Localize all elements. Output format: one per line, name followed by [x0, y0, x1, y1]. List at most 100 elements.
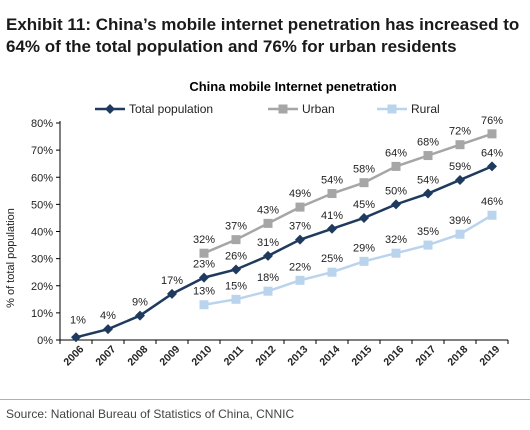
- series-marker: [263, 250, 273, 261]
- x-axis: 2006 2007 2008 2009 2010 2011 2012 2013 2014 2015…: [59, 339, 509, 368]
- data-label: 68%: [417, 137, 439, 149]
- data-label: 22%: [289, 261, 311, 273]
- series-line: [203, 132, 493, 255]
- data-label: 18%: [257, 272, 279, 284]
- y-tick-label: 40%: [31, 227, 53, 239]
- series-marker: [231, 235, 241, 245]
- data-label: 9%: [132, 297, 148, 309]
- y-axis-title: % of total population: [5, 208, 17, 308]
- series-marker: [455, 140, 465, 150]
- data-label: 29%: [353, 242, 375, 254]
- series-marker: [199, 272, 209, 283]
- series-marker: [278, 104, 288, 114]
- legend-item: Rural: [377, 102, 440, 116]
- series-marker: [231, 264, 241, 275]
- series-marker: [359, 178, 369, 188]
- x-tick-label: 2017: [413, 343, 438, 368]
- x-tick-label: 2015: [349, 343, 374, 368]
- data-label: 50%: [385, 185, 407, 197]
- data-label: 41%: [321, 210, 343, 222]
- series-marker: [327, 267, 337, 277]
- chart-title: China mobile Internet penetration: [189, 79, 396, 94]
- y-tick-label: 10%: [31, 308, 53, 320]
- x-tick-label: 2012: [253, 343, 278, 368]
- series-marker: [423, 240, 433, 250]
- series-marker: [391, 248, 401, 258]
- series-marker: [455, 174, 465, 185]
- series-marker: [295, 234, 305, 245]
- data-label: 26%: [225, 250, 247, 262]
- legend: Total population Urban Rural: [95, 102, 440, 116]
- series-marker: [167, 288, 177, 299]
- data-label: 64%: [385, 147, 407, 159]
- x-tick-label: 2018: [445, 343, 470, 368]
- legend-item: Total population: [95, 102, 213, 116]
- series-marker: [295, 202, 305, 212]
- series-marker: [135, 310, 145, 321]
- line-chart: China mobile Internet penetration Total …: [5, 79, 509, 368]
- legend-label: Total population: [129, 102, 213, 116]
- exhibit-title: Exhibit 11: China’s mobile internet pene…: [6, 15, 520, 56]
- series-marker: [391, 199, 401, 210]
- series-marker: [295, 275, 305, 285]
- series-marker: [263, 218, 273, 228]
- legend-label: Rural: [411, 102, 440, 116]
- data-label: 37%: [289, 221, 311, 233]
- data-label: 31%: [257, 237, 279, 249]
- x-tick-label: 2013: [285, 343, 310, 368]
- data-label: 17%: [161, 275, 183, 287]
- legend-label: Urban: [302, 102, 335, 116]
- series-marker: [423, 188, 433, 199]
- series-marker: [105, 104, 115, 114]
- x-tick-label: 2010: [189, 343, 214, 368]
- series-marker: [263, 286, 273, 296]
- data-label: 1%: [70, 314, 86, 326]
- series-marker: [387, 104, 397, 114]
- series-marker: [199, 300, 209, 310]
- x-tick-label: 2011: [222, 343, 247, 368]
- y-tick-label: 60%: [31, 172, 53, 184]
- data-label: 13%: [193, 286, 215, 298]
- y-tick-label: 20%: [31, 281, 53, 293]
- data-label: 32%: [193, 234, 215, 246]
- series-marker: [71, 332, 81, 343]
- series-marker: [103, 324, 113, 335]
- data-label: 46%: [481, 196, 503, 208]
- series-marker: [231, 294, 241, 304]
- series-marker: [487, 210, 497, 220]
- data-label: 54%: [417, 175, 439, 187]
- data-label: 35%: [417, 226, 439, 238]
- data-label: 64%: [481, 147, 503, 159]
- data-label: 58%: [353, 164, 375, 176]
- data-label: 54%: [321, 175, 343, 187]
- data-label: 59%: [449, 161, 471, 173]
- x-tick-label: 2016: [381, 343, 406, 368]
- data-label: 49%: [289, 188, 311, 200]
- series-marker: [359, 212, 369, 223]
- y-tick-label: 80%: [31, 118, 53, 130]
- x-tick-label: 2009: [157, 343, 182, 368]
- series-marker: [455, 229, 465, 239]
- x-tick-label: 2014: [317, 343, 342, 368]
- series-marker: [327, 223, 337, 234]
- y-tick-label: 0%: [37, 335, 53, 347]
- series-marker: [199, 248, 209, 258]
- x-tick-label: 2008: [125, 343, 150, 368]
- data-label: 32%: [385, 234, 407, 246]
- data-label: 39%: [449, 215, 471, 227]
- data-label: 15%: [225, 280, 247, 292]
- data-label: 4%: [100, 310, 116, 322]
- data-label: 25%: [321, 253, 343, 265]
- y-axis: 0% 10% 20% 30% 40% 50% 60% 70% 80%: [31, 118, 61, 347]
- data-label: 72%: [449, 126, 471, 138]
- series-marker: [391, 161, 401, 171]
- series-total-population: 1% 4% 9% 17% 23% 26% 31% 37% 41% 45% 50% 54% 59% 64%: [70, 147, 503, 343]
- series-marker: [487, 129, 497, 139]
- x-tick-label: 2019: [477, 343, 502, 368]
- series-marker: [327, 189, 337, 199]
- series-urban: 32% 37% 43% 49% 54% 58% 64% 68% 72% 76%: [193, 115, 503, 258]
- y-tick-label: 50%: [31, 199, 53, 211]
- y-tick-label: 30%: [31, 254, 53, 266]
- x-tick-label: 2007: [93, 343, 118, 368]
- data-label: 23%: [193, 259, 215, 271]
